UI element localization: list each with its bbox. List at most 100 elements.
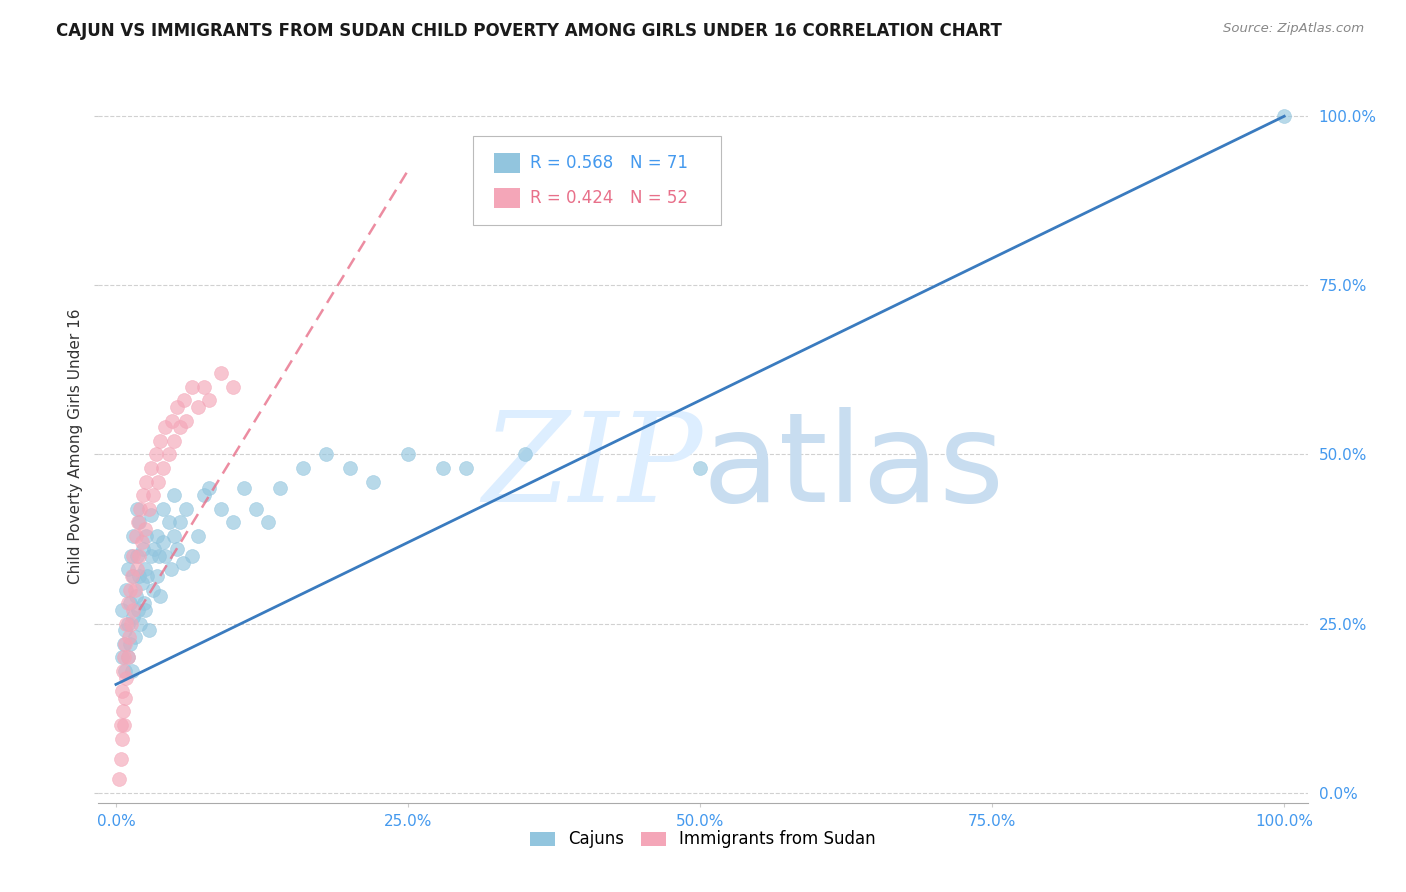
Point	[513, 447, 536, 461]
Text: atlas: atlas	[703, 407, 1005, 528]
Point	[245, 501, 267, 516]
FancyBboxPatch shape	[494, 187, 520, 208]
Point	[125, 549, 148, 563]
Text: N = 52: N = 52	[630, 189, 689, 207]
Point	[153, 420, 176, 434]
Point	[142, 488, 165, 502]
Point	[122, 609, 145, 624]
Point	[148, 549, 170, 563]
Point	[134, 562, 156, 576]
Point	[142, 582, 165, 597]
Point	[129, 501, 152, 516]
Point	[114, 637, 136, 651]
Point	[163, 528, 186, 542]
Point	[233, 481, 256, 495]
Point	[115, 671, 138, 685]
Point	[111, 664, 134, 678]
Point	[153, 549, 176, 563]
Point	[138, 624, 160, 638]
Text: CAJUN VS IMMIGRANTS FROM SUDAN CHILD POVERTY AMONG GIRLS UNDER 16 CORRELATION CH: CAJUN VS IMMIGRANTS FROM SUDAN CHILD POV…	[56, 22, 1002, 40]
Y-axis label: Child Poverty Among Girls Under 16: Child Poverty Among Girls Under 16	[67, 309, 83, 583]
Point	[152, 535, 174, 549]
Point	[139, 549, 162, 563]
Point	[689, 461, 711, 475]
Point	[396, 447, 419, 461]
Text: R = 0.568: R = 0.568	[530, 154, 613, 172]
Point	[169, 515, 191, 529]
Point	[315, 447, 337, 461]
Text: R = 0.424: R = 0.424	[530, 189, 613, 207]
Point	[432, 461, 454, 475]
Point	[166, 542, 188, 557]
Point	[131, 576, 153, 591]
Point	[157, 515, 180, 529]
Point	[118, 582, 141, 597]
Point	[112, 637, 135, 651]
FancyBboxPatch shape	[474, 136, 721, 225]
Point	[117, 650, 139, 665]
Point	[117, 596, 139, 610]
Point	[198, 393, 221, 408]
Point	[222, 380, 245, 394]
Point	[139, 461, 162, 475]
Point	[125, 501, 148, 516]
Point	[173, 393, 195, 408]
Point	[222, 515, 245, 529]
Point	[127, 515, 149, 529]
Point	[114, 624, 136, 638]
Point	[160, 562, 183, 576]
Point	[114, 664, 136, 678]
Point	[124, 582, 146, 597]
Point	[112, 718, 135, 732]
Point	[128, 549, 150, 563]
Point	[174, 414, 197, 428]
Point	[143, 542, 166, 557]
Point	[180, 380, 202, 394]
Point	[146, 528, 169, 542]
Point	[152, 501, 174, 516]
Point	[209, 366, 232, 380]
Text: Source: ZipAtlas.com: Source: ZipAtlas.com	[1223, 22, 1364, 36]
Point	[180, 549, 202, 563]
Point	[118, 630, 141, 644]
Point	[172, 556, 194, 570]
Point	[157, 447, 180, 461]
Point	[169, 420, 191, 434]
Point	[134, 603, 156, 617]
Point	[193, 488, 215, 502]
Point	[198, 481, 221, 495]
Point	[163, 434, 186, 448]
Point	[125, 562, 148, 576]
Point	[122, 569, 145, 583]
Point	[117, 616, 139, 631]
Point	[111, 731, 134, 746]
Point	[110, 752, 132, 766]
Point	[135, 528, 157, 542]
Point	[110, 718, 132, 732]
Text: N = 71: N = 71	[630, 154, 689, 172]
Point	[269, 481, 291, 495]
Point	[132, 488, 155, 502]
Point	[136, 569, 159, 583]
Point	[149, 434, 172, 448]
Point	[361, 475, 384, 489]
Legend: Cajuns, Immigrants from Sudan: Cajuns, Immigrants from Sudan	[523, 824, 883, 855]
FancyBboxPatch shape	[494, 153, 520, 173]
Point	[125, 528, 148, 542]
Point	[124, 630, 146, 644]
Point	[128, 569, 150, 583]
Point	[120, 549, 142, 563]
Point	[118, 637, 141, 651]
Point	[122, 549, 145, 563]
Point	[166, 400, 188, 414]
Point	[135, 475, 157, 489]
Point	[122, 528, 145, 542]
Point	[139, 508, 162, 523]
Point	[131, 535, 153, 549]
Point	[112, 650, 135, 665]
Point	[149, 590, 172, 604]
Point	[122, 603, 145, 617]
Point	[115, 582, 138, 597]
Point	[193, 380, 215, 394]
Point	[187, 528, 209, 542]
